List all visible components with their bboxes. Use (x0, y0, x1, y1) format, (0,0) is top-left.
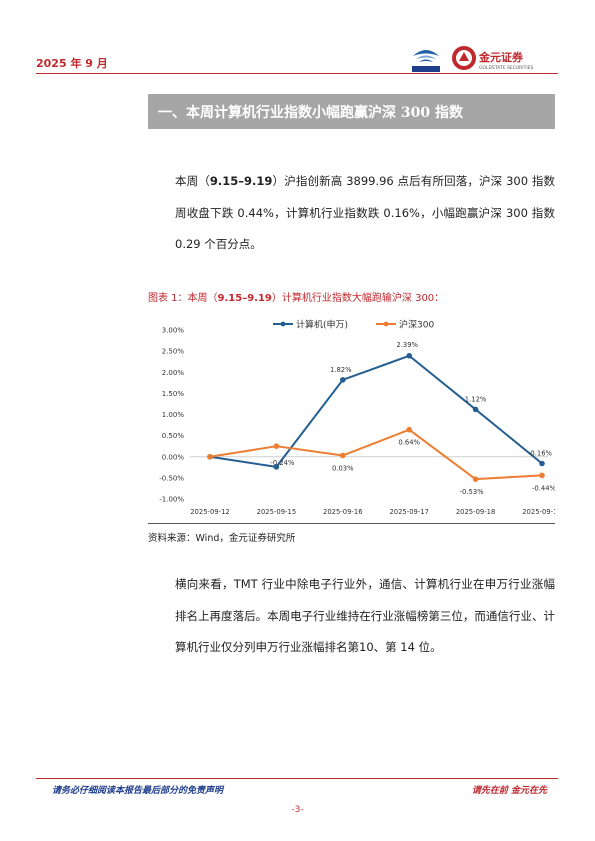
legend-swatch-marker (383, 321, 389, 327)
report-date: 2025 年 9 月 (36, 57, 108, 70)
para1-text-post: ）沪指创新高 3899.96 点后有所回落，沪深 300 指数周收盘下跌 0.4… (175, 174, 555, 251)
series-line (209, 428, 543, 481)
section-title: 一、本周计算机行业指数小幅跑赢沪深 300 指数 (158, 105, 463, 121)
footer-slogan: 谓先在前 金元在先 (471, 786, 547, 796)
data-label: 2.39% (396, 341, 418, 349)
y-tick-label: 1.50% (162, 390, 185, 398)
figure-title-date: 9.15–9.19 (217, 293, 272, 304)
data-point (472, 476, 479, 482)
x-tick-label: 2025-09-15 (257, 508, 297, 516)
line-chart: 3.00% 2.50% 2.00% 1.50% 1.00% 0.50% 0.00% -0.50… (159, 319, 555, 517)
data-point (273, 443, 280, 449)
data-point (472, 406, 479, 413)
data-point (340, 452, 346, 459)
paragraph-weekly-summary: 本周（9.15–9.19）沪指创新高 3899.96 点后有所回落，沪深 300… (175, 166, 555, 261)
y-tick-label: -0.50% (159, 474, 184, 482)
data-label: -0.44% (532, 484, 555, 492)
y-tick-label: 3.00% (162, 327, 185, 335)
data-point (273, 464, 280, 470)
data-point (539, 460, 545, 467)
haitong-logo (412, 50, 440, 72)
x-tick-label: 2025-09-16 (323, 508, 363, 516)
series-line (209, 354, 543, 468)
svg-text:金元证券: 金元证券 (478, 50, 524, 64)
page-number: -3- (291, 805, 304, 815)
x-tick-label: 2025-09-18 (456, 508, 496, 516)
figure-title-pre: 图表 1：本周（ (148, 293, 218, 304)
y-tick-label: 2.00% (162, 369, 185, 377)
y-tick-label: 1.00% (162, 411, 185, 419)
legend-label: 计算机(申万) (296, 319, 348, 331)
figure-rule (148, 523, 555, 524)
footer-rule (36, 778, 558, 779)
y-tick-label: 0.00% (162, 453, 185, 461)
header-rule (36, 73, 558, 74)
data-label: 0.03% (332, 464, 354, 472)
para1-date-range: 9.15–9.19 (209, 174, 273, 188)
legend-swatch-marker (280, 321, 286, 327)
x-tick-label: 2025-09-17 (389, 508, 429, 516)
data-point (539, 472, 545, 479)
data-point (207, 453, 213, 460)
legend-label: 沪深300 (399, 319, 434, 331)
data-label: -0.16% (528, 450, 553, 458)
para1-text-pre: 本周（ (175, 174, 210, 188)
data-point (340, 377, 346, 383)
data-label: 0.64% (398, 439, 420, 447)
paragraph-industry-ranking: 横向来看，TMT 行业中除电子行业外，通信、计算机行业在申万行业涨幅排名上再度落… (175, 577, 555, 654)
figure-title: 图表 1：本周（9.15–9.19）计算机行业指数大幅跑输沪深 300： (148, 289, 444, 304)
section-banner: 一、本周计算机行业指数小幅跑赢沪深 300 指数 (148, 94, 555, 129)
x-tick-label: 2025-09-19 (522, 508, 555, 516)
data-label: 1.12% (465, 395, 487, 403)
footer-disclaimer: 请务必仔细阅读本报告最后部分的免责声明 (52, 786, 224, 796)
data-point (406, 352, 413, 359)
data-label: 1.82% (330, 366, 352, 374)
y-tick-label: -1.00% (159, 496, 184, 504)
y-tick-label: 0.50% (162, 432, 185, 440)
figure-source: 资料来源：Wind，金元证券研究所 (148, 533, 296, 544)
goldstate-logo: 金元证券 GOLDSTATE SECURITIES (452, 46, 534, 71)
figure-title-post: ）计算机行业指数大幅跑输沪深 300： (271, 293, 445, 304)
data-label: -0.53% (460, 488, 485, 496)
data-label: -0.24% (270, 459, 295, 467)
x-tick-label: 2025-09-12 (190, 508, 230, 516)
data-point (406, 426, 413, 433)
svg-text:GOLDSTATE SECURITIES: GOLDSTATE SECURITIES (479, 65, 534, 71)
y-tick-label: 2.50% (162, 348, 185, 356)
